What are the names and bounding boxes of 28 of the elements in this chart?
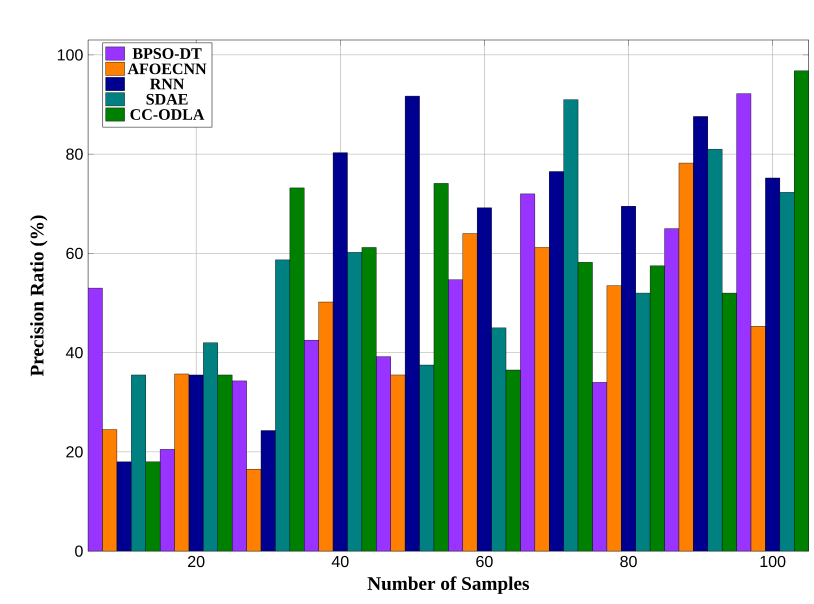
bar [491,327,506,551]
x-tick-label: 100 [760,556,786,567]
y-tick-label: 80 [66,148,83,160]
legend-label: BPSO-DT [132,48,202,59]
y-tick-label: 20 [66,446,83,458]
y-axis-title: Precision Ratio (%) [30,215,48,376]
x-axis-title: Number of Samples [368,576,530,594]
x-tick-label: 80 [620,556,637,567]
bar [347,252,362,551]
bar [708,148,722,551]
bar [563,99,578,551]
y-tick-label: 0 [75,545,83,557]
x-tick-label: 20 [188,556,204,567]
y-tick-label: 40 [66,346,83,358]
legend-label: AFOECNN [128,63,206,74]
bar [419,364,434,551]
y-tick-label: 100 [58,49,83,60]
x-tick-label: 60 [476,556,493,567]
legend-label: CC-ODLA [130,108,204,120]
y-tick-label: 60 [66,247,83,259]
legend-label: RNN [150,78,184,89]
bar [131,374,146,551]
bar [275,259,290,551]
legend-label: SDAE [146,94,188,104]
bar [780,192,794,551]
bar [203,342,218,551]
bar [636,292,650,551]
x-tick-label: 40 [332,556,349,567]
